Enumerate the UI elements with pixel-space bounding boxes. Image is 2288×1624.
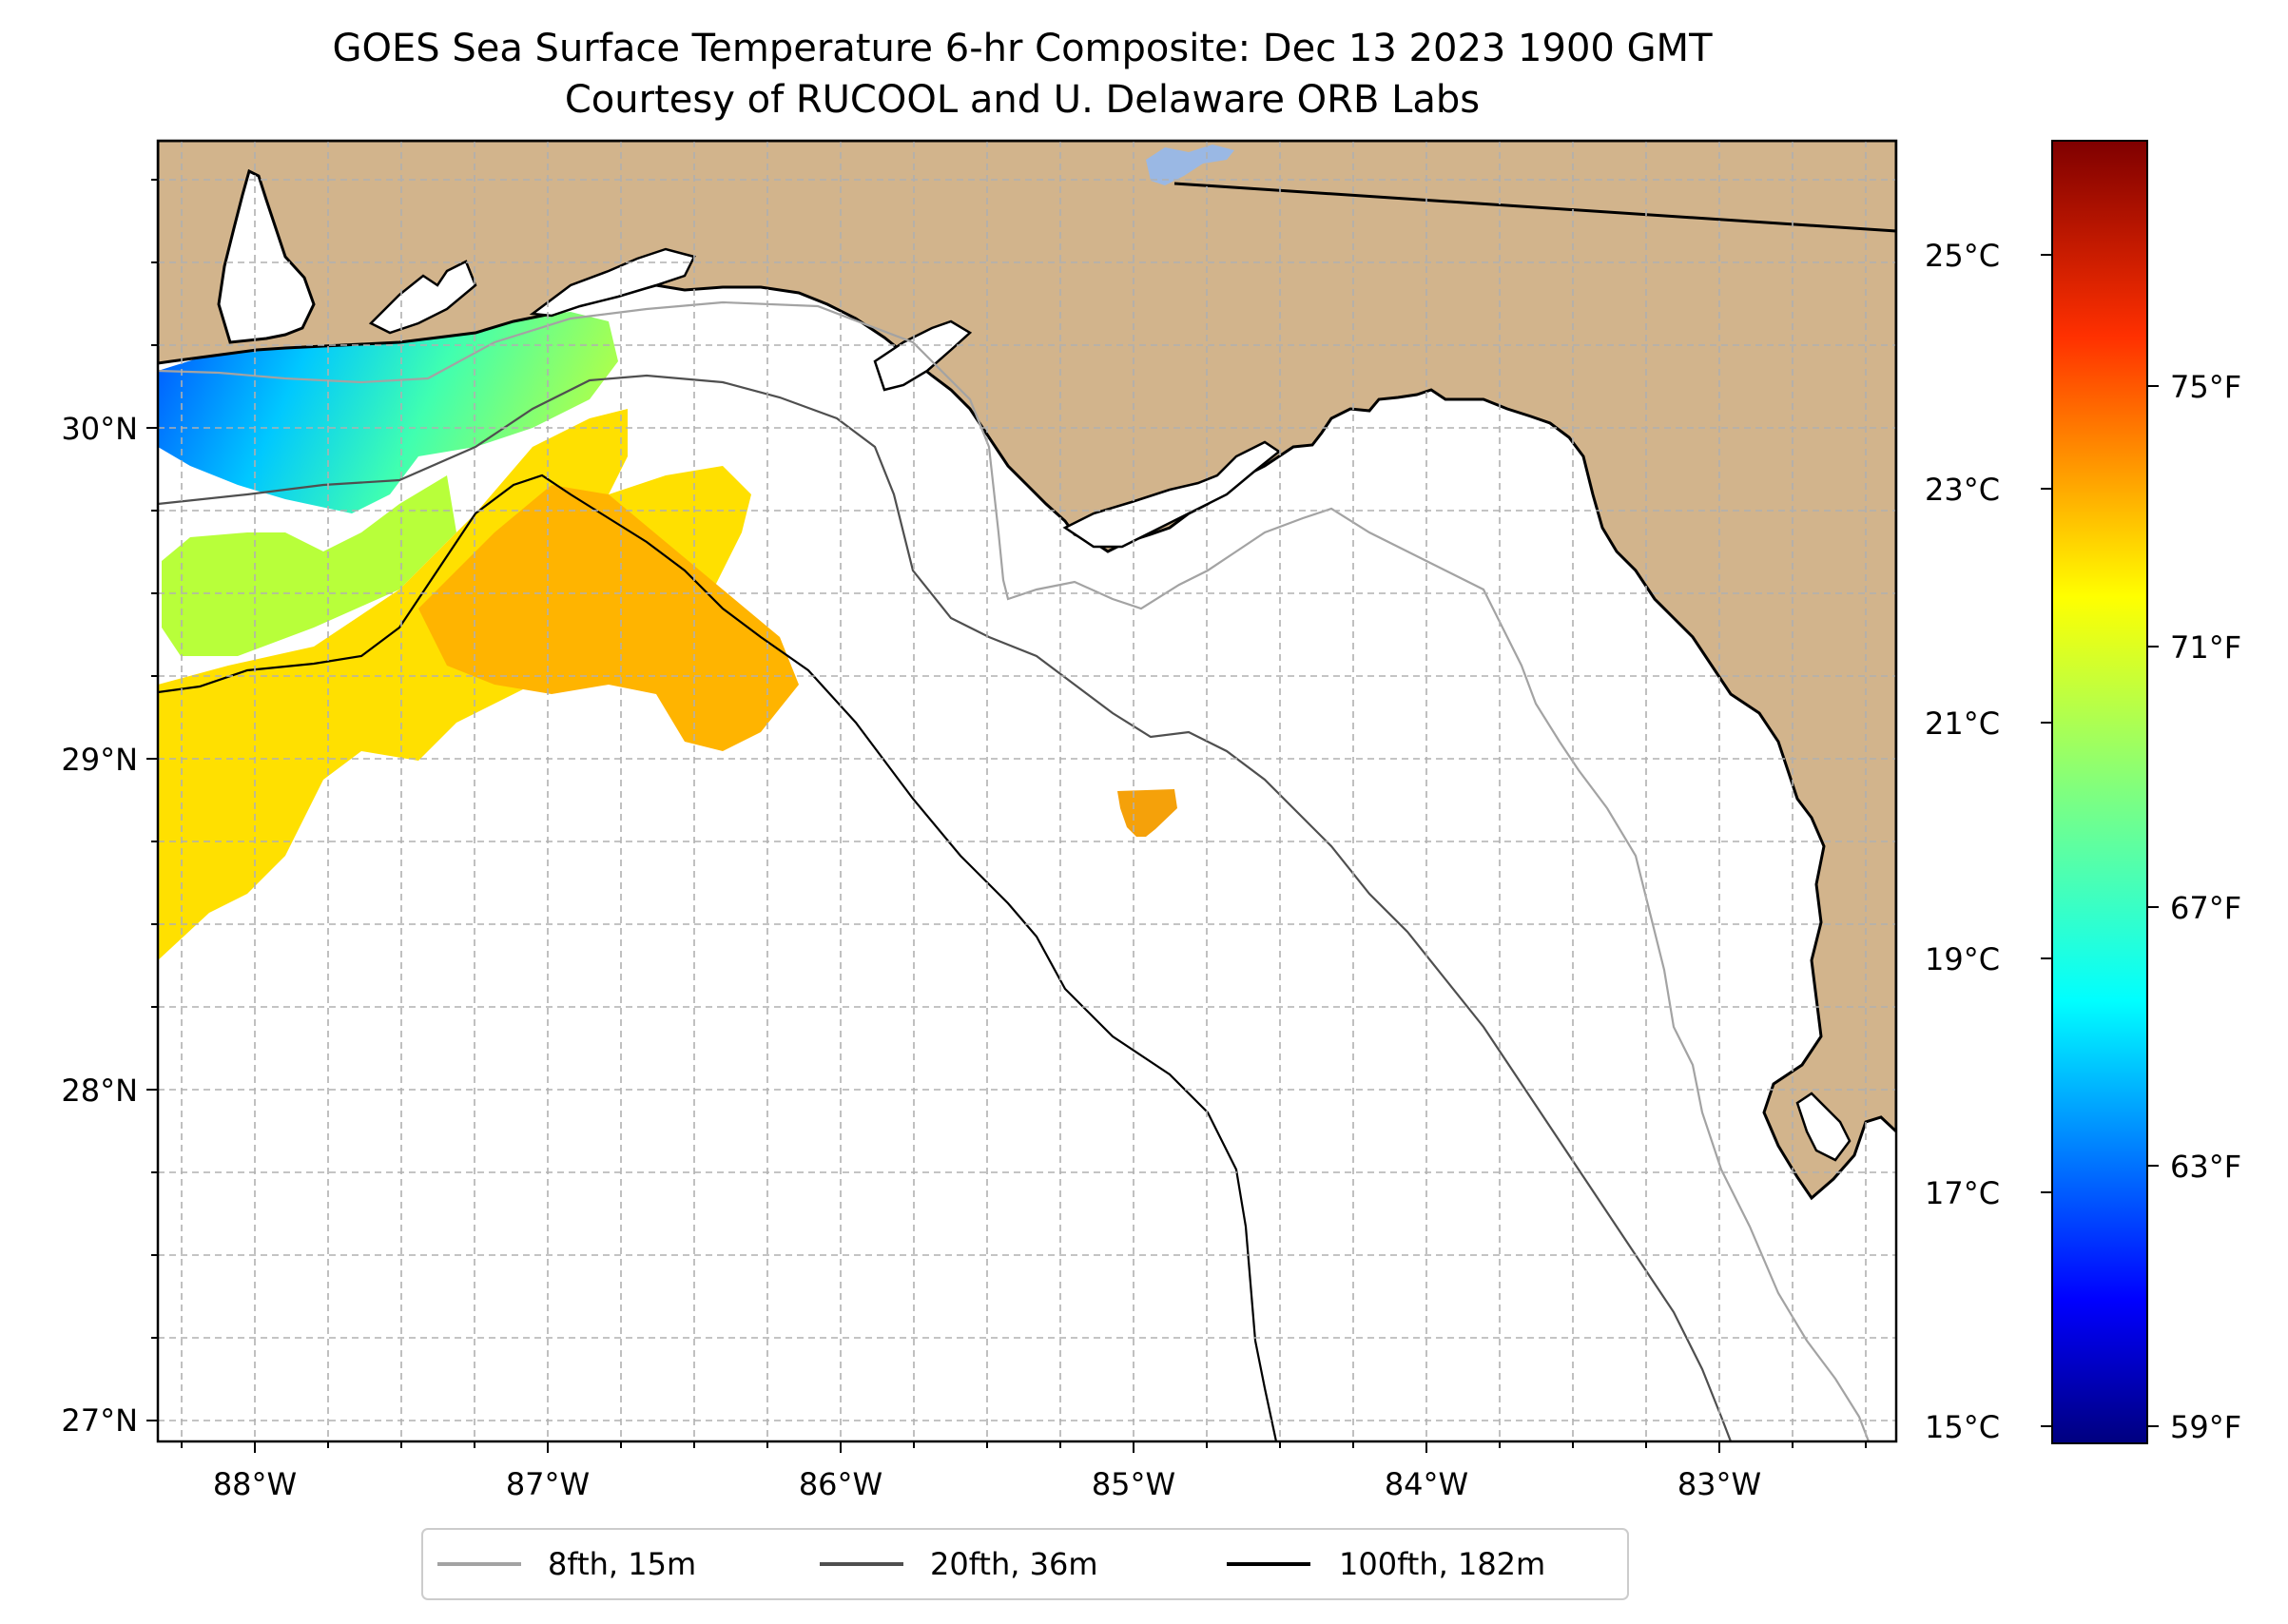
colorbar-label-21c: 21°C	[1925, 706, 2000, 742]
lat-axis-labels: 30°N 29°N 28°N 27°N	[61, 411, 138, 1439]
lat-label-29n: 29°N	[61, 742, 138, 778]
legend-frame	[421, 1528, 1629, 1600]
sst-orange-core	[418, 485, 799, 751]
sst-orange-patch	[1117, 789, 1177, 837]
contour-100fth	[158, 474, 1278, 1441]
colorbar-gradient	[2051, 140, 2148, 1444]
sst-green-band	[162, 475, 456, 656]
lon-label-84w: 84°W	[1385, 1466, 1468, 1502]
lon-label-85w: 85°W	[1092, 1466, 1175, 1502]
legend-label-20fth: 20fth, 36m	[930, 1546, 1097, 1582]
state-border	[1173, 182, 1896, 233]
choctawhatchee-bay	[529, 247, 696, 318]
lon-label-88w: 88°W	[213, 1466, 297, 1502]
colorbar-label-63f: 63°F	[2170, 1149, 2241, 1185]
map-panel	[158, 141, 1896, 1441]
contour-20fth	[158, 374, 1733, 1441]
legend-label-100fth: 100fth, 182m	[1339, 1546, 1545, 1582]
contour-8fth	[158, 300, 1871, 1441]
colorbar-label-75f: 75°F	[2170, 369, 2241, 405]
lon-label-86w: 86°W	[799, 1466, 882, 1502]
graticule	[158, 141, 1896, 1441]
pensacola-bay	[368, 260, 477, 335]
colorbar-label-67f: 67°F	[2170, 890, 2241, 926]
colorbar-label-17c: 17°C	[1925, 1175, 2000, 1211]
colorbar-label-23c: 23°C	[1925, 472, 2000, 508]
colorbar-ticks	[2041, 254, 2159, 1427]
lat-label-28n: 28°N	[61, 1073, 138, 1109]
title-line-2: Courtesy of RUCOOL and U. Delaware ORB L…	[565, 78, 1480, 122]
colorbar-label-71f: 71°F	[2170, 629, 2241, 666]
mobile-bay	[217, 168, 316, 344]
legend-label-8fth: 8fth, 15m	[548, 1546, 696, 1582]
map-frame	[156, 139, 1898, 1443]
colorbar: 25°C 23°C 21°C 19°C 17°C 15°C 75°F 71°F …	[1925, 140, 2241, 1445]
legend: 8fth, 15m 20fth, 36m 100fth, 182m	[421, 1528, 1629, 1600]
lat-label-27n: 27°N	[61, 1402, 138, 1439]
sst-data-layer	[158, 312, 1177, 960]
lon-label-87w: 87°W	[506, 1466, 590, 1502]
title-line-1: GOES Sea Surface Temperature 6-hr Compos…	[332, 27, 1713, 70]
sst-cool-northwest	[158, 312, 618, 513]
lake	[1146, 145, 1234, 185]
colorbar-label-19c: 19°C	[1925, 941, 2000, 977]
axis-ticks	[146, 179, 1867, 1453]
colorbar-label-15c: 15°C	[1925, 1409, 2000, 1445]
st-andrew-bay	[873, 319, 973, 392]
apalachicola-bay	[1062, 440, 1282, 549]
lon-axis-labels: 88°W 87°W 86°W 85°W 84°W 83°W	[213, 1466, 1761, 1502]
colorbar-label-25c: 25°C	[1925, 238, 2000, 274]
lat-label-30n: 30°N	[61, 411, 138, 447]
tampa-bay	[1795, 1092, 1852, 1162]
lon-label-83w: 83°W	[1677, 1466, 1761, 1502]
colorbar-label-59f: 59°F	[2170, 1409, 2241, 1445]
